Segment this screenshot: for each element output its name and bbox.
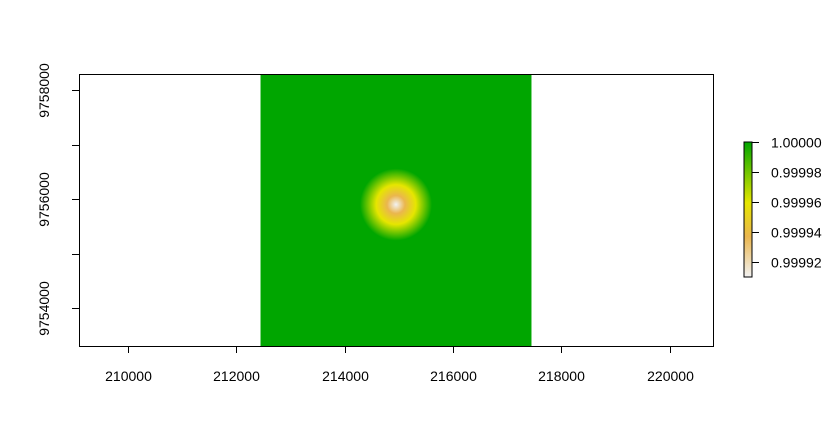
x-tick-label: 218000 (538, 368, 585, 384)
legend-colorbar (743, 141, 753, 278)
y-tick-label: 9758000 (36, 63, 52, 118)
color-legend: 1.00000 0.99998 0.99996 0.99994 0.99992 (743, 135, 822, 278)
legend-tick-label: 0.99994 (771, 225, 822, 241)
raster-layer (260, 74, 532, 346)
legend-tick-label: 0.99992 (771, 255, 822, 271)
y-tick-label: 9754000 (36, 281, 52, 336)
y-axis: 9754000 9756000 9758000 (36, 63, 80, 336)
x-tick-label: 212000 (213, 368, 260, 384)
x-tick-label: 220000 (647, 368, 694, 384)
legend-tick-label: 1.00000 (771, 135, 822, 151)
y-tick-label: 9756000 (36, 172, 52, 227)
raster-hotspot (360, 168, 432, 241)
x-axis: 210000 212000 214000 216000 218000 220000 (105, 346, 694, 384)
x-tick-label: 216000 (430, 368, 477, 384)
x-tick-label: 214000 (322, 368, 369, 384)
legend-tick-label: 0.99998 (771, 165, 822, 181)
x-tick-label: 210000 (105, 368, 152, 384)
legend-tick-label: 0.99996 (771, 195, 822, 211)
